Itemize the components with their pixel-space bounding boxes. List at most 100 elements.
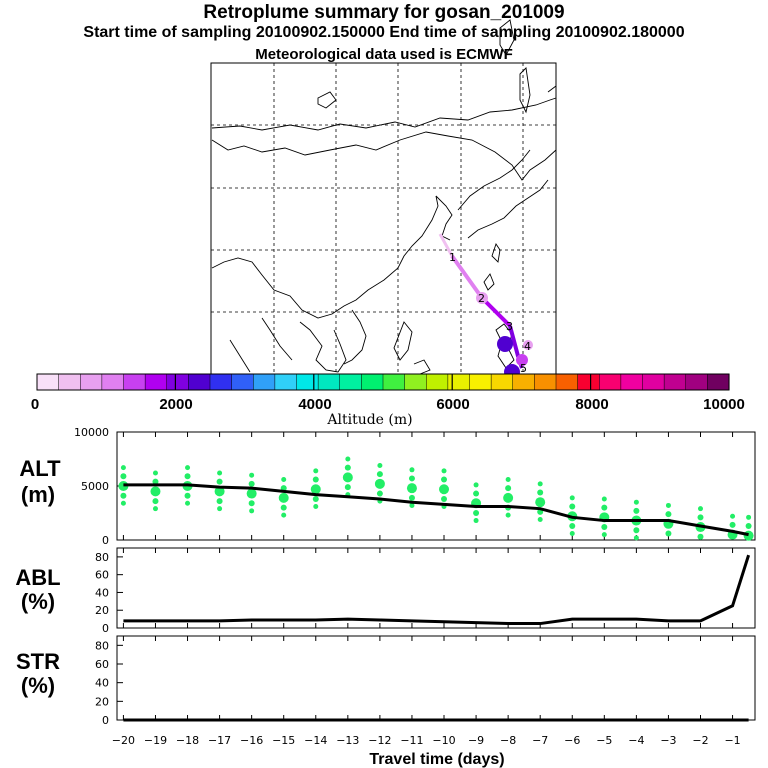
alt-point — [120, 492, 127, 499]
colorbar-swatch — [36, 373, 60, 391]
colorbar-swatch — [253, 373, 276, 391]
alt-point — [152, 478, 159, 485]
y-tick-label: 40 — [95, 677, 109, 690]
alt-point — [743, 530, 754, 541]
alt-point — [408, 494, 415, 501]
x-tick-label: −17 — [208, 734, 231, 747]
alt-panel-label: ALT — [19, 456, 61, 481]
alt-point — [441, 495, 448, 502]
alt-point — [217, 470, 223, 476]
alt-point — [697, 506, 703, 512]
alt-point — [184, 492, 191, 499]
colorbar-label: Altitude (m) — [326, 412, 412, 428]
alt-point — [281, 512, 287, 518]
alt-point — [441, 468, 447, 474]
alt-point — [439, 484, 450, 495]
alt-point — [120, 500, 126, 506]
colorbar-swatch — [599, 373, 622, 391]
alt-point — [537, 481, 543, 487]
alt-point — [345, 456, 351, 462]
alt-point — [310, 484, 321, 495]
alt-point — [473, 482, 479, 488]
colorbar-swatch — [404, 373, 427, 391]
alt-point — [665, 530, 672, 537]
y-tick-label: 20 — [95, 604, 109, 617]
colorbar-swatch — [123, 373, 146, 391]
colorbar-swatch — [447, 373, 471, 391]
colorbar-swatch — [469, 373, 492, 391]
alt-point — [152, 506, 158, 512]
alt-point — [729, 521, 736, 528]
colorbar-swatch — [209, 373, 233, 391]
x-tick-label: −5 — [596, 734, 612, 747]
alt-point — [376, 490, 383, 497]
colorbar-tick-label: 8000 — [575, 396, 608, 413]
x-tick-label: −3 — [660, 734, 676, 747]
alt-point — [633, 507, 640, 514]
alt-point — [374, 478, 385, 489]
colorbar-swatch — [642, 373, 665, 391]
abl-panel: 0 20 40 60 80 — [95, 547, 756, 635]
colorbar-swatch — [426, 373, 449, 391]
str-panel: 0 20 40 60 80 — [95, 635, 756, 727]
alt-point — [633, 527, 640, 534]
alt-point — [377, 462, 383, 468]
alt-panel-unit: (m) — [21, 482, 55, 507]
alt-point — [246, 488, 257, 499]
alt-point — [535, 497, 546, 508]
time-series-panels: 0 5000 10000 0 20 40 60 80 0 20 40 60 80 −20 −19 −18 −17… — [74, 426, 756, 747]
alt-point — [633, 499, 639, 505]
colorbar-tick-label: 10000 — [703, 396, 745, 413]
colorbar-swatch — [188, 373, 211, 391]
alt-point — [409, 467, 415, 473]
alt-point — [406, 483, 417, 494]
alt-point — [601, 524, 608, 531]
colorbar-swatch — [274, 373, 298, 391]
abl-series-line — [123, 554, 751, 626]
x-tick-label: −7 — [532, 734, 548, 747]
y-tick-label: 60 — [95, 658, 109, 671]
abl-panel-label: ABL — [15, 565, 60, 590]
alt-point — [152, 470, 158, 476]
alt-point — [505, 477, 511, 483]
y-tick-label: 10000 — [74, 426, 109, 439]
colorbar-swatch — [80, 373, 103, 391]
colorbar-swatch — [339, 373, 362, 391]
alt-point — [473, 490, 480, 497]
x-tick-label: −16 — [240, 734, 263, 747]
alt-point — [185, 465, 191, 471]
x-tick-label: −18 — [176, 734, 199, 747]
alt-point — [569, 495, 575, 501]
alt-point — [281, 477, 287, 483]
alt-point — [248, 480, 255, 487]
alt-point — [152, 498, 159, 505]
trajectory-label: 1 — [449, 251, 456, 264]
alt-point — [313, 504, 319, 510]
alt-point — [150, 486, 161, 497]
y-tick-label: 80 — [95, 639, 109, 652]
alt-point — [569, 503, 576, 510]
str-panel-label: STR — [16, 649, 60, 674]
colorbar-swatch — [534, 373, 557, 391]
x-tick-label: −15 — [272, 734, 295, 747]
abl-frame — [116, 547, 756, 629]
alt-point — [313, 468, 319, 474]
alt-point — [537, 516, 543, 522]
y-tick-label: 5000 — [81, 480, 109, 493]
colorbar-swatch — [490, 373, 514, 391]
trajectory-label: 5 — [520, 362, 527, 375]
colorbar-swatch — [663, 373, 687, 391]
alt-point — [633, 535, 639, 541]
alt-point — [665, 502, 671, 508]
alt-point — [376, 471, 383, 478]
abl-panel-unit: (%) — [21, 589, 55, 614]
colorbar-swatch — [231, 373, 254, 391]
colorbar-tick-label: 0 — [31, 396, 39, 413]
y-tick-label: 40 — [95, 586, 109, 599]
alt-point — [217, 506, 223, 512]
alt-point — [409, 502, 415, 508]
sampling-times: Start time of sampling 20100902.150000 E… — [83, 24, 685, 41]
alt-point — [473, 510, 480, 516]
alt-point — [184, 473, 191, 480]
